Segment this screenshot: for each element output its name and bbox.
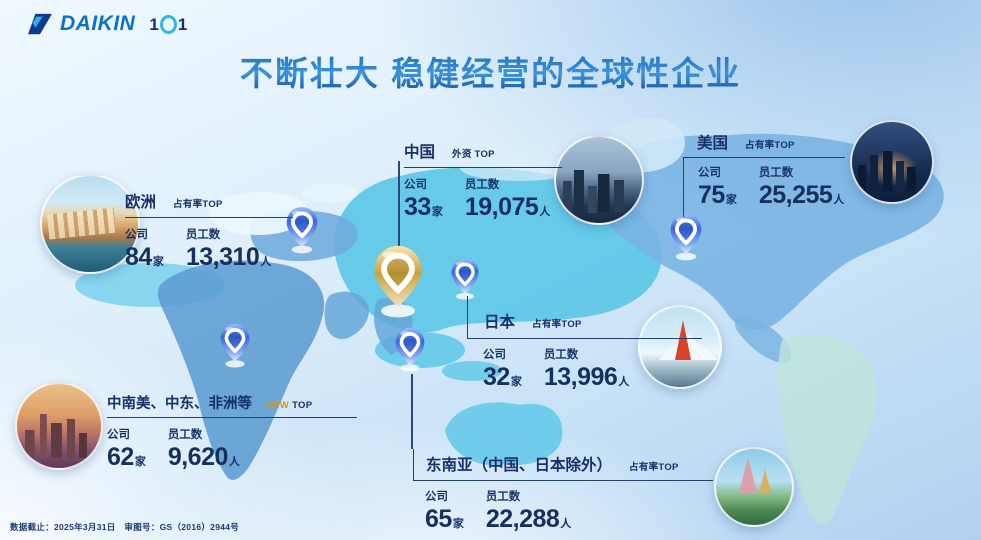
region-name: 中南美、中东、非洲等 <box>107 396 252 412</box>
employees-stat: 员工数 13,310人 <box>185 229 272 271</box>
japan-photo <box>638 305 722 389</box>
region-usa: 美国 占有率TOP 公司 75家 员工数 25,255人 <box>683 131 845 217</box>
daikin-wordmark: DAIKIN <box>60 12 136 35</box>
companies-stat: 公司 84家 <box>125 229 164 271</box>
seasia-photo <box>714 447 794 527</box>
companies-stat: 公司 32家 <box>483 349 522 391</box>
region-japan: 日本 占有率TOP 公司 32家 员工数 13,996人 <box>467 296 702 392</box>
map-pin-china-gold-icon <box>374 245 422 318</box>
companies-stat: 公司 62家 <box>107 429 146 471</box>
employees-stat: 员工数 19,075人 <box>464 179 551 221</box>
page-title: 不断壮大 稳健经营的全球性企业 <box>0 47 981 95</box>
region-name: 美国 <box>697 135 729 152</box>
region-tag: 外资 TOP <box>452 149 495 160</box>
daikin-logo: DAIKIN 1 1 <box>28 12 187 36</box>
region-tag: 占有率TOP <box>745 140 795 151</box>
region-name: 欧洲 <box>125 194 157 211</box>
employees-stat: 员工数 22,288人 <box>485 491 572 533</box>
china-photo <box>554 135 644 225</box>
connector-china <box>398 161 400 249</box>
region-name: 日本 <box>484 314 516 331</box>
map-pin-japan-icon <box>451 258 479 300</box>
region-tag: 占有率TOP <box>532 319 582 330</box>
region-name: 东南亚（中国、日本除外） <box>426 457 613 474</box>
region-europe: 欧洲 占有率TOP 公司 84家 员工数 13,310人 <box>125 190 293 272</box>
usa-photo <box>850 120 934 204</box>
employees-stat: 员工数 25,255人 <box>758 167 845 209</box>
employees-stat: 员工数 9,620人 <box>167 429 240 471</box>
daikin-flag-icon <box>28 13 52 34</box>
latam-photo <box>15 382 103 470</box>
europe-photo <box>40 174 140 274</box>
connector-seasia <box>411 374 413 449</box>
map-pin-usa-icon <box>670 214 702 261</box>
region-tag: 占有率TOP <box>629 462 679 473</box>
map-pin-seasia-icon <box>395 327 425 372</box>
employees-stat: 员工数 13,996人 <box>543 349 630 391</box>
map-pin-europe-icon <box>286 207 318 254</box>
map-pin-africa-icon <box>220 323 250 368</box>
anniversary-ring-icon <box>159 14 177 34</box>
companies-stat: 公司 33家 <box>404 179 443 221</box>
region-name: 中国 <box>404 144 436 161</box>
anniversary-100-logo: 1 1 <box>149 14 188 34</box>
footnote: 数据截止：2025年3月31日 审图号：GS（2016）2944号 <box>10 522 240 532</box>
region-tag: 占有率TOP <box>173 199 223 210</box>
region-seasia: 东南亚（中国、日本除外） 占有率TOP 公司 65家 员工数 22,288人 <box>413 449 713 534</box>
companies-stat: 公司 75家 <box>698 167 737 209</box>
companies-stat: 公司 65家 <box>425 491 464 533</box>
region-latam-mideast-africa: 中南美、中东、非洲等 NEW TOP 公司 62家 员工数 9,620人 <box>107 392 357 472</box>
region-tag: NEW TOP <box>266 400 313 411</box>
region-china: 中国 外资 TOP 公司 33家 员工数 19,075人 <box>404 140 562 222</box>
